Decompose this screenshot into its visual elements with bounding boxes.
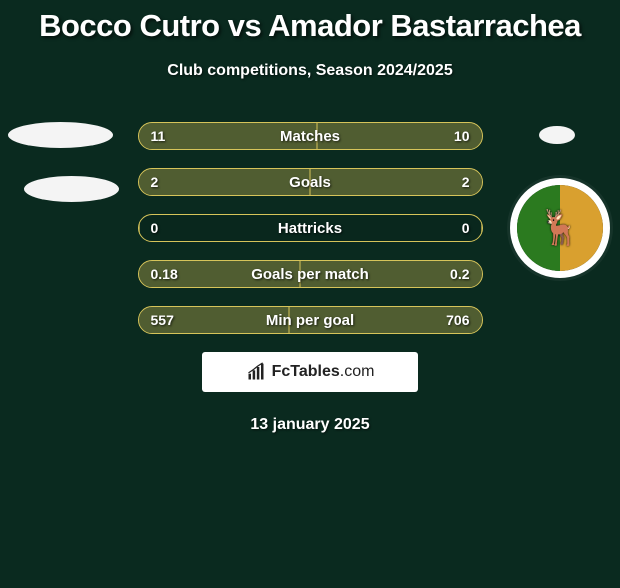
stats-area: 🦌 1110Matches 22Goals 00Hattricks 0.180.2Go… bbox=[0, 122, 620, 334]
bar-label: Hattricks bbox=[139, 215, 482, 241]
brand-name: FcTables bbox=[272, 363, 340, 380]
stat-bar: 557706Min per goal bbox=[138, 306, 483, 334]
bar-label: Goals bbox=[139, 169, 482, 195]
stat-bar: 0.180.2Goals per match bbox=[138, 260, 483, 288]
brand-domain: .com bbox=[340, 363, 375, 380]
player-left-avatar-placeholder-1 bbox=[8, 122, 113, 148]
snapshot-date: 13 january 2025 bbox=[0, 416, 620, 434]
bar-label: Matches bbox=[139, 123, 482, 149]
subtitle: Club competitions, Season 2024/2025 bbox=[0, 62, 620, 80]
stat-bar: 1110Matches bbox=[138, 122, 483, 150]
player-left-avatar-placeholder-2 bbox=[24, 176, 119, 202]
bar-label: Goals per match bbox=[139, 261, 482, 287]
player-right-club-badge: 🦌 bbox=[510, 178, 610, 278]
stat-bar: 22Goals bbox=[138, 168, 483, 196]
brand-text: FcTables.com bbox=[272, 363, 375, 381]
stat-bar: 00Hattricks bbox=[138, 214, 483, 242]
deer-icon: 🦌 bbox=[539, 208, 581, 248]
chart-icon bbox=[246, 362, 266, 382]
page-title: Bocco Cutro vs Amador Bastarrachea bbox=[0, 8, 620, 44]
stats-bars: 1110Matches 22Goals 00Hattricks 0.180.2Goal… bbox=[138, 122, 483, 334]
player-right-avatar-placeholder bbox=[539, 126, 575, 144]
brand-box[interactable]: FcTables.com bbox=[202, 352, 418, 392]
bar-label: Min per goal bbox=[139, 307, 482, 333]
